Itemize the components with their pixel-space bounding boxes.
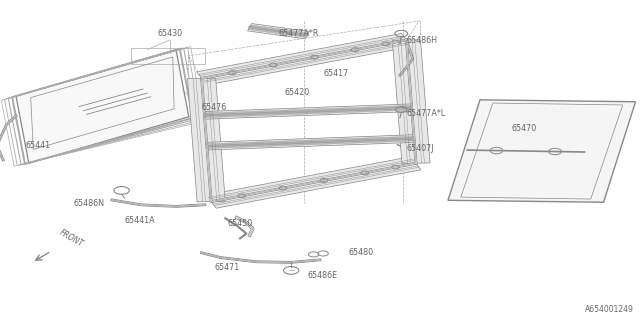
Text: 65417: 65417 [323, 69, 348, 78]
Polygon shape [392, 40, 430, 164]
Text: 65486E: 65486E [307, 271, 337, 280]
Polygon shape [16, 50, 189, 163]
Text: 65477A*R: 65477A*R [278, 29, 319, 38]
Text: 65441: 65441 [26, 141, 51, 150]
Text: 65470: 65470 [512, 124, 537, 132]
Text: 65477A*L: 65477A*L [406, 109, 445, 118]
Text: FRONT: FRONT [58, 228, 84, 249]
Text: 65450: 65450 [228, 220, 253, 228]
Polygon shape [206, 135, 415, 150]
Text: 65486N: 65486N [74, 199, 104, 208]
Text: 65420: 65420 [285, 88, 310, 97]
Text: 65486H: 65486H [406, 36, 437, 44]
Polygon shape [448, 100, 636, 202]
Text: 65441A: 65441A [125, 216, 156, 225]
Text: A654001249: A654001249 [585, 305, 634, 314]
Polygon shape [204, 104, 412, 119]
Text: 65471: 65471 [214, 263, 240, 272]
Text: 65407J: 65407J [406, 144, 434, 153]
Text: 65430: 65430 [157, 29, 182, 38]
Polygon shape [188, 78, 225, 202]
Polygon shape [206, 156, 421, 208]
Text: 65476: 65476 [202, 103, 227, 112]
Text: 65480: 65480 [349, 248, 374, 257]
Polygon shape [196, 33, 412, 85]
Polygon shape [248, 23, 309, 39]
